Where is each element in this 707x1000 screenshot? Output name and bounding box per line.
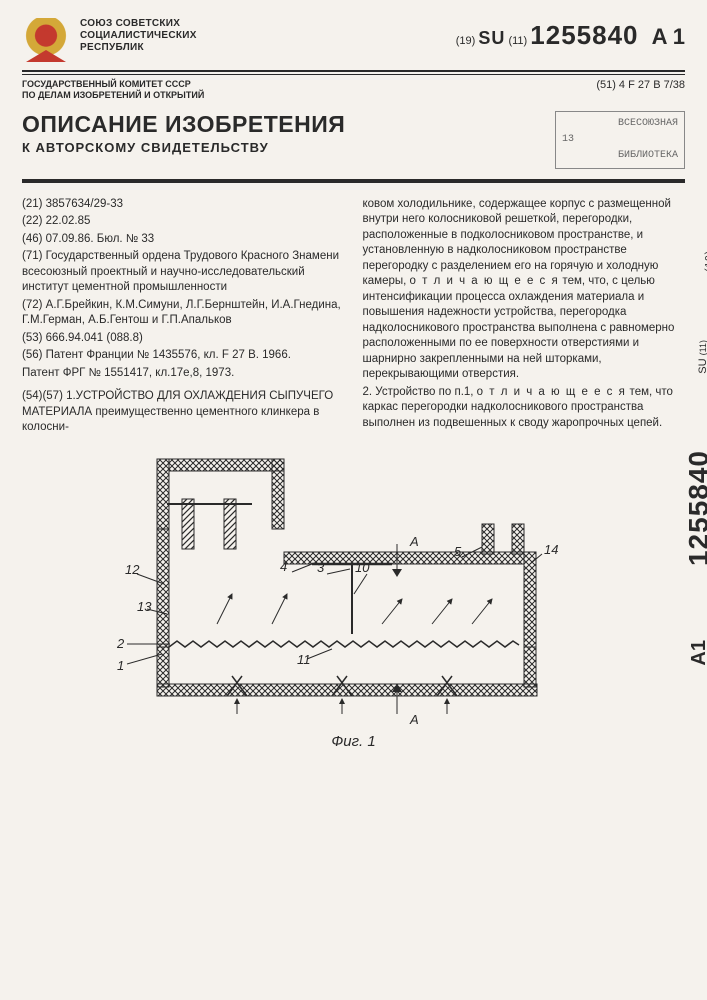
ref-11: 11 [297,652,311,667]
field-21: (21) 3857634/29-33 [22,197,345,213]
right-column: ковом холодильнике, содержащее корпус с … [363,197,686,438]
field-56-a: (56) Патент Франции № 1435576, кл. F 27 … [22,348,345,364]
ref-A-top: А [410,534,419,549]
ref-14: 14 [544,542,558,557]
ussr-emblem-icon [22,18,70,62]
number-prefix: (11) [508,35,527,47]
sub-header: ГОСУДАРСТВЕННЫЙ КОМИТЕТ СССР ПО ДЕЛАМ ИЗ… [22,79,685,101]
field-54-57: (54)(57) 1.УСТРОЙСТВО ДЛЯ ОХЛАЖДЕНИЯ СЫП… [22,389,345,436]
claim-1: ковом холодильнике, содержащее корпус с … [363,197,686,383]
patent-number: 1255840 [530,20,638,50]
field-46: (46) 07.09.86. Бюл. № 33 [22,232,345,248]
text-columns: (21) 3857634/29-33 (22) 22.02.85 (46) 07… [22,197,685,438]
side-kind: A1 [688,640,707,666]
field-72: (72) А.Г.Брейкин, К.М.Симуни, Л.Г.Берншт… [22,298,345,329]
field-22: (22) 22.02.85 [22,214,345,230]
field-71: (71) Государственный ордена Трудового Кр… [22,249,345,296]
ref-10: 10 [355,560,369,575]
divider-heavy [22,179,685,183]
ipc-prefix: (51) 4 [596,79,625,91]
figure-label: Фиг. 1 [331,733,375,750]
ref-5: 5 [454,544,461,559]
patent-id-line: (19) SU (11) 1255840 A 1 [456,20,685,51]
ref-A-bottom: А [410,712,419,727]
patent-kind: A 1 [652,24,685,49]
side-midfix: (11) [698,340,707,355]
claim-2-start: 2. Устройство по п.1, [363,386,477,398]
claim-1-distinguishing: о т л и ч а ю щ е е с я [410,275,560,287]
title-row: ОПИСАНИЕ ИЗОБРЕТЕНИЯ К АВТОРСКОМУ СВИДЕТ… [22,111,685,169]
country-code: SU [478,28,505,48]
divider-thick [22,70,685,72]
title-block: ОПИСАНИЕ ИЗОБРЕТЕНИЯ К АВТОРСКОМУ СВИДЕТ… [22,111,540,155]
stamp-line-3: БИБЛИОТЕКА [562,150,678,161]
claim-2-distinguishing: о т л и ч а ю щ е е с я [477,386,627,398]
field-53: (53) 666.94.041 (088.8) [22,331,345,347]
ref-13: 13 [137,599,151,614]
main-title: ОПИСАНИЕ ИЗОБРЕТЕНИЯ [22,111,540,138]
ipc-code: F 27 B 7/38 [628,79,685,91]
sub-title: К АВТОРСКОМУ СВИДЕТЕЛЬСТВУ [22,140,540,155]
side-country: SU (11) [697,340,707,374]
ref-1: 1 [117,658,124,673]
field-56-b: Патент ФРГ № 1551417, кл.17e,8, 1973. [22,366,345,382]
figure-1: 1 2 12 13 4 3 10 5 14 11 А А Фиг. 1 [22,454,685,754]
header-text-block: СОЮЗ СОВЕТСКИХ СОЦИАЛИСТИЧЕСКИХ РЕСПУБЛИ… [80,18,685,54]
claim-1-text: ковом холодильнике, содержащее корпус с … [363,198,671,288]
claim-2: 2. Устройство по п.1, о т л и ч а ю щ е … [363,385,686,432]
ref-2: 2 [117,636,124,651]
ref-4: 4 [280,559,287,574]
left-column: (21) 3857634/29-33 (22) 22.02.85 (46) 07… [22,197,345,438]
document-header: СОЮЗ СОВЕТСКИХ СОЦИАЛИСТИЧЕСКИХ РЕСПУБЛИ… [22,18,685,62]
committee-name: ГОСУДАРСТВЕННЫЙ КОМИТЕТ СССР ПО ДЕЛАМ ИЗ… [22,79,204,101]
library-stamp: ВСЕСОЮЗНАЯ 13 БИБЛИОТЕКА [555,111,685,169]
union-name: СОЮЗ СОВЕТСКИХ СОЦИАЛИСТИЧЕСКИХ РЕСПУБЛИ… [80,18,197,54]
figure-drawing [52,454,612,744]
stamp-num: 13 [562,134,574,145]
stamp-line-1: ВСЕСОЮЗНАЯ [562,118,678,129]
country-prefix: (19) [456,35,476,47]
side-su-text: SU [697,358,707,373]
ref-12: 12 [125,562,139,577]
stamp-line-2: 13 [562,134,678,145]
ref-3: 3 [317,560,324,575]
divider-thin [22,74,685,75]
claim-1-end: тем, что, с целью интенсификации процесс… [363,275,675,380]
side-number: 1255840 [683,450,707,566]
ipc-classification: (51) 4 F 27 B 7/38 [596,79,685,101]
